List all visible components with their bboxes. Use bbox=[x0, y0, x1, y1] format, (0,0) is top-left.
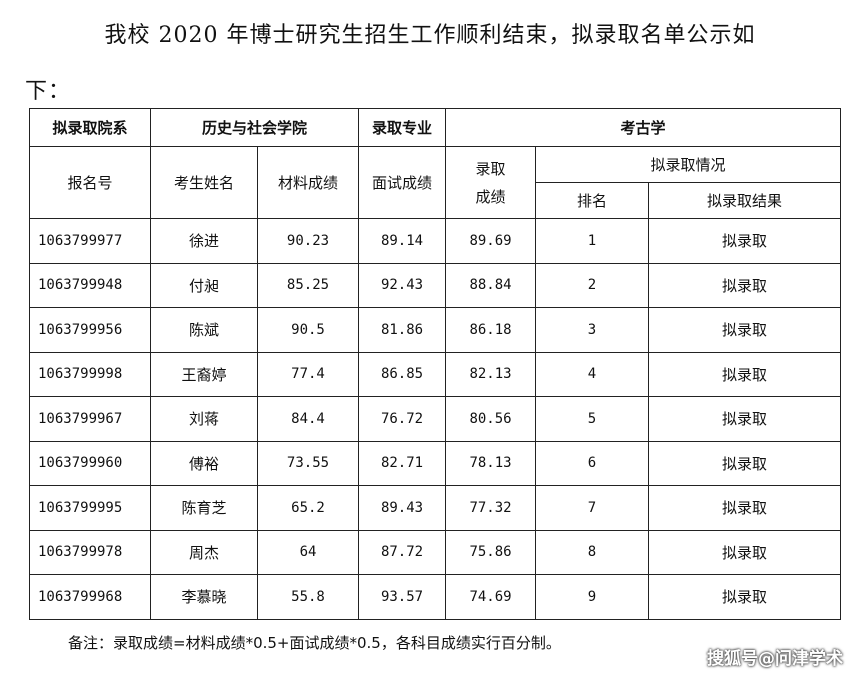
cell-result: 拟录取 bbox=[648, 218, 842, 264]
footnote: 备注：录取成绩=材料成绩*0.5+面试成绩*0.5，各科目成绩实行百分制。 bbox=[68, 634, 561, 652]
table-row: 1063799948 付昶 85.25 92.43 88.84 2 拟录取 bbox=[29, 262, 842, 308]
col-header-final: 录取 成绩 bbox=[445, 146, 537, 219]
header-row-columns: 报名号 考生姓名 材料成绩 面试成绩 录取 成绩 拟录取情况 bbox=[29, 146, 842, 219]
cell-rank: 7 bbox=[535, 485, 650, 531]
col-header-interview: 面试成绩 bbox=[358, 146, 447, 219]
cell-name: 周杰 bbox=[150, 529, 258, 575]
major-label: 录取专业 bbox=[358, 108, 447, 147]
table-row: 1063799977 徐进 90.23 89.14 89.69 1 拟录取 bbox=[29, 218, 842, 264]
col-header-rank: 排名 bbox=[535, 182, 650, 219]
cell-final: 75.86 bbox=[445, 529, 537, 575]
intro-line-1: 我校 2020 年博士研究生招生工作顺利结束，拟录取名单公示如 bbox=[104, 23, 756, 48]
cell-final: 89.69 bbox=[445, 218, 537, 264]
intro-paragraph: 我校 2020 年博士研究生招生工作顺利结束，拟录取名单公示如 下： bbox=[25, 8, 835, 120]
col-header-result: 拟录取结果 bbox=[648, 182, 842, 219]
cell-name: 李慕晓 bbox=[150, 574, 258, 620]
cell-name: 王裔婷 bbox=[150, 351, 258, 397]
cell-final: 88.84 bbox=[445, 262, 537, 308]
cell-id: 1063799995 bbox=[29, 485, 151, 531]
table-row: 1063799998 王裔婷 77.4 86.85 82.13 4 拟录取 bbox=[29, 351, 842, 397]
cell-final: 80.56 bbox=[445, 396, 537, 442]
cell-result: 拟录取 bbox=[648, 440, 842, 486]
table-row: 1063799995 陈育芝 65.2 89.43 77.32 7 拟录取 bbox=[29, 485, 842, 531]
cell-result: 拟录取 bbox=[648, 351, 842, 397]
cell-rank: 4 bbox=[535, 351, 650, 397]
table-row: 1063799978 周杰 64 87.72 75.86 8 拟录取 bbox=[29, 529, 842, 575]
cell-material: 90.5 bbox=[256, 307, 360, 353]
cell-rank: 3 bbox=[535, 307, 650, 353]
header-row-dept: 拟录取院系 历史与社会学院 录取专业 考古学 bbox=[29, 108, 842, 147]
cell-final: 78.13 bbox=[445, 440, 537, 486]
header-row-status: 排名 拟录取结果 bbox=[30, 182, 842, 219]
cell-interview: 93.57 bbox=[358, 574, 447, 620]
cell-id: 1063799960 bbox=[29, 440, 151, 486]
cell-rank: 6 bbox=[535, 440, 650, 486]
watermark: 搜狐号@问津学术 bbox=[707, 649, 843, 669]
cell-rank: 2 bbox=[535, 262, 650, 308]
cell-final: 82.13 bbox=[445, 351, 537, 397]
cell-material: 90.23 bbox=[256, 218, 360, 264]
cell-name: 徐进 bbox=[150, 218, 258, 264]
col-header-final-line1: 录取 bbox=[475, 159, 506, 178]
cell-interview: 92.43 bbox=[358, 262, 447, 308]
cell-id: 1063799956 bbox=[29, 307, 151, 353]
cell-interview: 82.71 bbox=[358, 440, 447, 486]
col-header-status-group: 拟录取情况 bbox=[535, 146, 842, 183]
cell-id: 1063799978 bbox=[29, 529, 151, 575]
cell-result: 拟录取 bbox=[648, 529, 842, 575]
cell-result: 拟录取 bbox=[648, 396, 842, 442]
cell-rank: 8 bbox=[535, 529, 650, 575]
cell-final: 74.69 bbox=[445, 574, 537, 620]
cell-material: 85.25 bbox=[256, 262, 360, 308]
cell-material: 77.4 bbox=[256, 351, 360, 397]
cell-result: 拟录取 bbox=[648, 262, 842, 308]
cell-interview: 89.14 bbox=[358, 218, 447, 264]
table-row: 1063799956 陈斌 90.5 81.86 86.18 3 拟录取 bbox=[29, 307, 842, 353]
col-header-name: 考生姓名 bbox=[150, 146, 258, 219]
cell-material: 84.4 bbox=[256, 396, 360, 442]
cell-name: 陈育芝 bbox=[150, 485, 258, 531]
dept-value: 历史与社会学院 bbox=[149, 108, 360, 147]
cell-final: 77.32 bbox=[445, 485, 537, 531]
cell-interview: 76.72 bbox=[358, 396, 447, 442]
cell-interview: 89.43 bbox=[358, 485, 447, 531]
intro-line-2: 下： bbox=[25, 79, 72, 104]
major-value: 考古学 bbox=[445, 108, 842, 147]
cell-result: 拟录取 bbox=[648, 307, 842, 353]
cell-rank: 1 bbox=[535, 218, 650, 264]
table-row: 1063799960 傅裕 73.55 82.71 78.13 6 拟录取 bbox=[29, 440, 842, 486]
cell-name: 刘蒋 bbox=[150, 396, 258, 442]
cell-name: 付昶 bbox=[150, 262, 258, 308]
cell-material: 55.8 bbox=[256, 574, 360, 620]
cell-id: 1063799968 bbox=[29, 574, 151, 620]
col-header-final-line2: 成绩 bbox=[475, 187, 506, 206]
cell-final: 86.18 bbox=[445, 307, 537, 353]
col-header-id: 报名号 bbox=[29, 146, 151, 219]
cell-id: 1063799948 bbox=[29, 262, 151, 308]
cell-material: 73.55 bbox=[256, 440, 360, 486]
cell-rank: 5 bbox=[535, 396, 650, 442]
col-header-material: 材料成绩 bbox=[256, 146, 360, 219]
cell-material: 65.2 bbox=[256, 485, 360, 531]
cell-interview: 81.86 bbox=[358, 307, 447, 353]
cell-id: 1063799977 bbox=[29, 218, 151, 264]
cell-rank: 9 bbox=[535, 574, 650, 620]
cell-name: 傅裕 bbox=[150, 440, 258, 486]
admission-table: 拟录取院系 历史与社会学院 录取专业 考古学 报名号 考生姓名 材料成绩 面试成… bbox=[29, 108, 842, 620]
cell-name: 陈斌 bbox=[150, 307, 258, 353]
cell-id: 1063799967 bbox=[29, 396, 151, 442]
cell-result: 拟录取 bbox=[648, 485, 842, 531]
cell-result: 拟录取 bbox=[648, 574, 842, 620]
table-row: 1063799968 李慕晓 55.8 93.57 74.69 9 拟录取 bbox=[29, 574, 842, 620]
cell-material: 64 bbox=[256, 529, 360, 575]
cell-interview: 86.85 bbox=[358, 351, 447, 397]
table-row: 1063799967 刘蒋 84.4 76.72 80.56 5 拟录取 bbox=[29, 396, 842, 442]
dept-label: 拟录取院系 bbox=[29, 108, 151, 147]
cell-id: 1063799998 bbox=[29, 351, 151, 397]
cell-interview: 87.72 bbox=[358, 529, 447, 575]
